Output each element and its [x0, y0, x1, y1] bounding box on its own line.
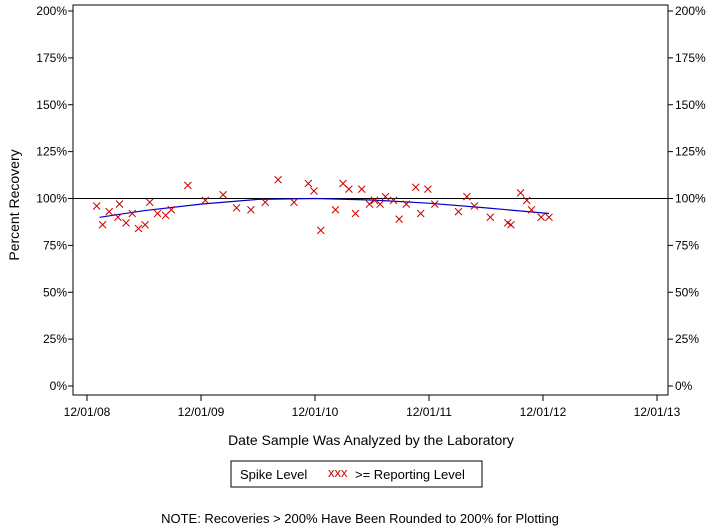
data-point: [261, 198, 270, 207]
data-point: [411, 183, 420, 192]
x-tick-label: 12/01/08: [64, 405, 111, 419]
data-point: [370, 196, 379, 205]
y-tick-label-right: 25%: [675, 332, 699, 346]
y-tick-label-left: 25%: [43, 332, 67, 346]
data-point: [167, 205, 176, 214]
data-point: [128, 209, 137, 218]
legend-reporting-marker: xxx: [328, 465, 348, 480]
y-tick-label-left: 125%: [36, 145, 67, 159]
data-point: [92, 202, 101, 210]
y-tick-label-left: 75%: [43, 238, 67, 252]
x-axis-title: Date Sample Was Analyzed by the Laborato…: [228, 432, 514, 448]
data-point: [545, 213, 553, 222]
data-point: [290, 198, 298, 207]
data-point: [430, 200, 439, 208]
legend: Spike Level xxx >= Reporting Level: [230, 460, 483, 488]
data-point: [389, 196, 398, 205]
x-tick-label: 12/01/09: [178, 405, 225, 419]
data-point: [395, 215, 404, 223]
y-tick-label-right: 125%: [675, 145, 706, 159]
data-point: [527, 205, 536, 214]
data-point: [153, 209, 162, 218]
data-point: [201, 196, 210, 205]
note-text: NOTE: Recoveries > 200% Have Been Rounde…: [161, 511, 559, 526]
spike-level-series: [99, 197, 550, 218]
data-point: [537, 213, 546, 222]
y-axis-left: 0% 25% 50% 75% 100% 125% 150% 175% 200%: [36, 4, 73, 393]
data-point: [486, 213, 495, 222]
data-point: [345, 185, 353, 193]
y-tick-label-left: 50%: [43, 285, 67, 299]
data-point: [98, 220, 107, 229]
spike-level-line: [99, 197, 550, 218]
y-tick-label-left: 100%: [36, 192, 67, 206]
data-point: [351, 209, 360, 218]
y-tick-label-left: 175%: [36, 51, 67, 65]
data-point: [274, 175, 282, 184]
data-point: [304, 179, 313, 188]
x-tick-label: 12/01/12: [520, 405, 567, 419]
data-point: [516, 189, 525, 197]
data-point: [310, 187, 318, 195]
data-point: [376, 200, 384, 208]
data-point: [365, 200, 374, 208]
data-point: [470, 202, 479, 210]
data-point: [454, 207, 463, 216]
y-tick-label-right: 175%: [675, 51, 706, 65]
data-point: [232, 204, 241, 212]
data-point: [141, 220, 149, 229]
data-point: [331, 205, 340, 214]
y-tick-label-left: 0%: [50, 379, 68, 393]
data-point: [402, 200, 411, 208]
data-point: [381, 192, 390, 201]
y-tick-label-left: 200%: [36, 4, 67, 18]
x-tick-label: 12/01/10: [292, 405, 339, 419]
legend-spike-label: Spike Level: [240, 467, 307, 482]
data-point: [105, 207, 114, 216]
data-point: [219, 190, 227, 199]
y-tick-label-right: 150%: [675, 98, 706, 112]
y-axis-title: Percent Recovery: [6, 149, 22, 260]
y-tick-label-right: 100%: [675, 192, 706, 206]
y-tick-label-right: 0%: [675, 379, 693, 393]
plot-frame: [72, 4, 669, 396]
data-point: [522, 196, 531, 205]
y-tick-label-right: 200%: [675, 4, 706, 18]
data-point: [316, 226, 325, 235]
data-point: [357, 185, 366, 193]
data-point: [145, 198, 154, 207]
data-point: [134, 224, 143, 233]
y-tick-label-right: 50%: [675, 285, 699, 299]
legend-box: [230, 460, 483, 488]
y-tick-label-right: 75%: [675, 238, 699, 252]
reporting-level-points: [92, 175, 553, 235]
legend-reporting-label: >= Reporting Level: [355, 467, 465, 482]
data-point: [114, 213, 122, 222]
data-point: [416, 209, 425, 218]
data-point: [507, 220, 515, 229]
data-point: [424, 185, 432, 193]
y-axis-right: 0% 25% 50% 75% 100% 125% 150% 175% 200%: [668, 4, 706, 393]
data-point: [247, 205, 255, 214]
data-point: [183, 181, 192, 190]
x-tick-label: 12/01/13: [634, 405, 681, 419]
data-point: [122, 219, 130, 227]
x-axis: 12/01/08 12/01/09 12/01/10 12/01/11 12/01/12…: [64, 395, 681, 419]
data-point: [115, 200, 124, 208]
y-tick-label-left: 150%: [36, 98, 67, 112]
x-tick-label: 12/01/11: [406, 405, 452, 419]
data-point: [463, 192, 471, 201]
